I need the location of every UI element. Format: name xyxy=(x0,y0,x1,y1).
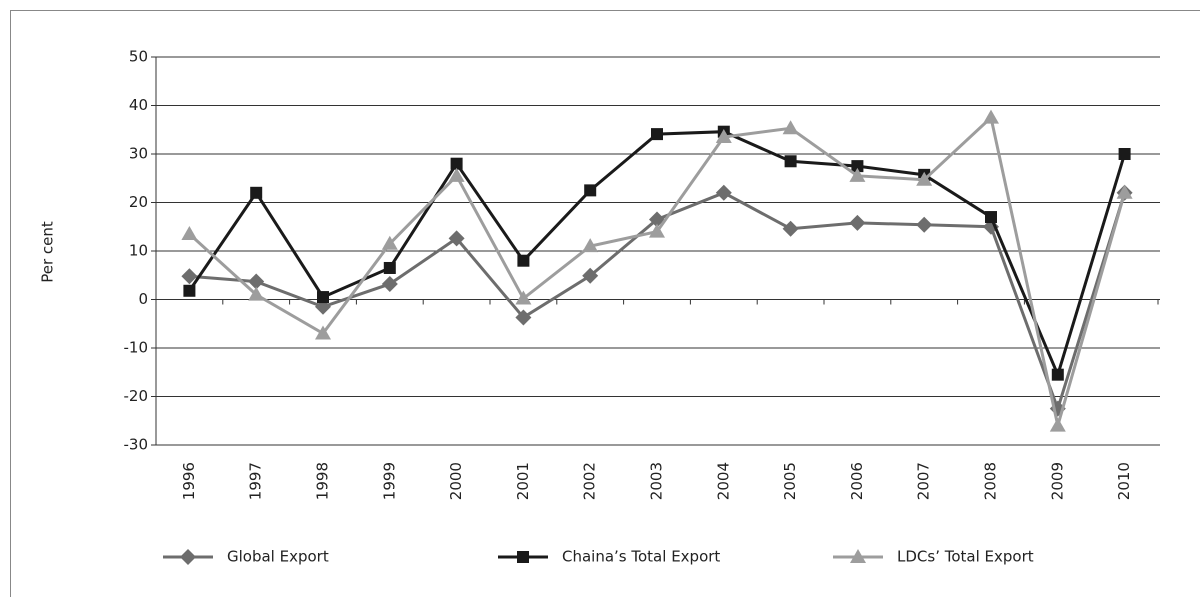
x-tick-label: 1997 xyxy=(247,462,265,500)
legend-label: Chaina’s Total Export xyxy=(562,548,720,566)
data-point xyxy=(1116,184,1133,199)
data-point xyxy=(448,230,465,247)
data-point xyxy=(448,167,465,182)
data-point xyxy=(515,309,532,326)
data-point xyxy=(517,254,530,267)
data-point xyxy=(916,216,933,233)
x-tick-label: 2010 xyxy=(1115,462,1133,500)
data-point xyxy=(181,226,198,241)
data-point xyxy=(916,171,933,186)
legend-marker xyxy=(517,551,529,563)
x-tick-label: 2002 xyxy=(581,462,599,500)
y-tick-label: 20 xyxy=(129,193,148,211)
y-tick-label: 30 xyxy=(129,145,148,163)
data-point xyxy=(515,290,532,305)
data-point xyxy=(381,235,398,250)
y-tick-label: -20 xyxy=(124,387,149,405)
data-point xyxy=(784,155,797,168)
data-point xyxy=(985,211,997,224)
data-point xyxy=(450,157,463,170)
data-point xyxy=(183,284,196,297)
data-point xyxy=(381,275,398,292)
x-tick-label: 2009 xyxy=(1048,462,1066,500)
series-line xyxy=(188,114,1127,427)
data-point xyxy=(983,109,999,124)
x-tick-label: 2003 xyxy=(648,462,666,500)
data-point xyxy=(383,261,396,274)
y-tick-label: 10 xyxy=(129,242,148,260)
legend-label: Global Export xyxy=(227,548,329,566)
y-axis-label: Per cent xyxy=(39,221,57,283)
data-point xyxy=(849,167,866,182)
data-point xyxy=(181,268,198,285)
x-tick-label: 1999 xyxy=(380,462,398,500)
chart-frame xyxy=(10,10,1200,597)
legend-label: LDCs’ Total Export xyxy=(897,548,1034,566)
y-tick-label: -10 xyxy=(124,339,149,357)
x-tick-label: 2007 xyxy=(915,462,933,500)
y-tick-label: 0 xyxy=(138,290,148,308)
y-tick-label: -30 xyxy=(124,436,149,454)
data-point xyxy=(248,273,265,290)
data-point xyxy=(1049,417,1066,432)
data-point xyxy=(649,223,665,238)
x-tick-label: 1998 xyxy=(314,462,332,500)
legend-marker xyxy=(180,549,196,565)
data-point xyxy=(715,184,732,201)
data-point xyxy=(1118,148,1131,160)
x-tick-label: 2000 xyxy=(447,462,465,500)
x-tick-label: 2008 xyxy=(982,462,1000,500)
y-tick-label: 50 xyxy=(129,48,148,66)
x-tick-label: 2005 xyxy=(781,462,799,500)
data-point xyxy=(715,129,732,144)
data-point xyxy=(651,128,663,141)
data-point xyxy=(317,291,329,304)
data-point xyxy=(782,120,799,135)
data-point xyxy=(582,238,599,253)
data-point xyxy=(248,286,265,301)
x-tick-label: 1996 xyxy=(180,462,198,500)
y-tick-label: 40 xyxy=(129,96,148,114)
data-point xyxy=(851,160,864,173)
data-point xyxy=(315,325,331,340)
x-tick-label: 2001 xyxy=(514,462,532,500)
data-point xyxy=(250,186,263,199)
legend-marker xyxy=(850,549,866,563)
data-point xyxy=(782,220,799,237)
data-point xyxy=(584,184,597,197)
data-point xyxy=(1051,368,1064,381)
data-point xyxy=(849,214,866,231)
x-tick-label: 2004 xyxy=(714,462,732,500)
x-tick-label: 2006 xyxy=(848,462,866,500)
data-point xyxy=(582,267,599,284)
